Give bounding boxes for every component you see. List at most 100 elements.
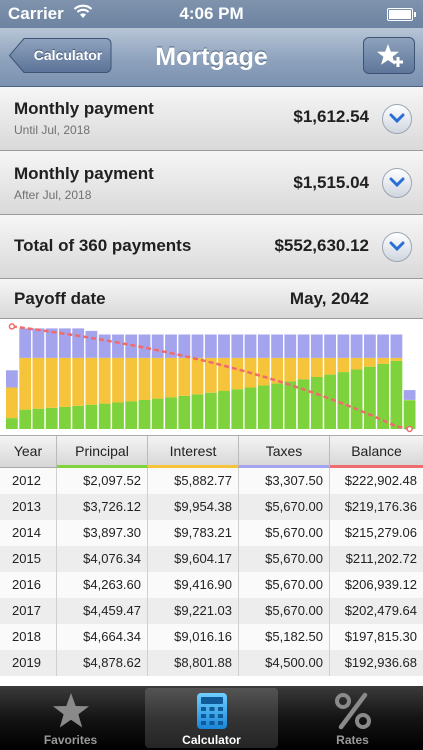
bar-principal-2037 <box>337 372 350 429</box>
tab-bar: Favorites Calculator Rates <box>0 686 423 750</box>
expand-button[interactable] <box>382 104 412 134</box>
table-row[interactable]: 2013 $3,726.12 $9,954.38 $5,670.00 $219,176.… <box>0 494 423 520</box>
cell-interest: $9,604.17 <box>148 546 239 572</box>
bar-principal-2035 <box>310 377 323 429</box>
tab-rates[interactable]: Rates <box>282 686 423 750</box>
back-button[interactable]: Calculator <box>8 37 112 74</box>
bar-taxes-2031 <box>257 334 270 358</box>
bar-interest-2020 <box>112 357 124 403</box>
status-bar: Carrier 4:06 PM <box>0 0 423 28</box>
table-header: Year Principal Interest Taxes Balance <box>0 435 423 468</box>
column-header-year: Year <box>0 436 57 467</box>
cell-year: 2015 <box>0 546 57 572</box>
tab-label: Rates <box>336 733 369 747</box>
bar-principal-2024 <box>165 397 177 429</box>
bar-taxes-2012 <box>6 370 18 388</box>
cell-year: 2014 <box>0 520 57 546</box>
bar-taxes-2024 <box>165 334 177 358</box>
bar-taxes-2038 <box>350 334 363 358</box>
cell-interest: $8,801.88 <box>148 650 239 676</box>
cell-taxes: $5,670.00 <box>239 494 330 520</box>
back-button-label: Calculator <box>33 47 103 63</box>
chevron-down-icon <box>389 177 405 188</box>
cell-balance: $206,939.12 <box>344 577 417 592</box>
bar-principal-2012 <box>6 418 18 429</box>
bar-taxes-2013 <box>19 328 32 358</box>
bar-principal-2014 <box>32 408 45 429</box>
row-title: Payoff date <box>14 289 106 308</box>
bar-taxes-2025 <box>178 334 191 358</box>
bar-interest-2023 <box>151 357 164 399</box>
bar-taxes-2030 <box>244 334 257 358</box>
monthly-payment-after-row[interactable]: Monthly payment After Jul, 2018 $1,515.0… <box>0 151 423 215</box>
row-title: Monthly payment <box>14 164 154 183</box>
bar-principal-2028 <box>218 391 230 429</box>
row-title: Total of 360 payments <box>14 236 192 255</box>
payoff-date-row: Payoff date May, 2042 <box>0 279 423 319</box>
bar-interest-2024 <box>165 357 177 398</box>
expand-button[interactable] <box>382 232 412 262</box>
row-value: $1,612.54 <box>293 107 369 126</box>
cell-interest: $5,882.77 <box>148 468 239 494</box>
balance-point <box>406 425 413 433</box>
balance-line <box>11 325 410 431</box>
bar-interest-2032 <box>271 357 283 384</box>
bar-principal-2027 <box>204 392 217 429</box>
bar-interest-2029 <box>231 357 244 390</box>
balance-point <box>8 323 16 330</box>
total-payments-row[interactable]: Total of 360 payments $552,630.12 <box>0 215 423 279</box>
cell-balance: $222,902.48 <box>344 473 417 488</box>
bar-interest-2037 <box>337 357 350 373</box>
chevron-down-icon <box>389 241 405 252</box>
tab-favorites[interactable]: Favorites <box>0 686 141 750</box>
add-favorite-button[interactable] <box>363 37 415 74</box>
bar-principal-2025 <box>178 395 191 429</box>
bar-principal-2021 <box>125 401 138 429</box>
cell-interest: $9,016.16 <box>148 624 239 650</box>
bar-taxes-2029 <box>231 334 244 358</box>
table-row[interactable]: 2019 $4,878.62 $8,801.88 $4,500.00 $192,936.… <box>0 650 423 676</box>
bar-interest-2028 <box>218 357 230 391</box>
bar-principal-2034 <box>297 379 310 429</box>
bar-taxes-2027 <box>204 334 217 358</box>
star-icon <box>52 693 89 728</box>
cell-year: 2018 <box>0 624 57 650</box>
bar-principal-2023 <box>151 398 164 429</box>
table-row[interactable]: 2016 $4,263.60 $9,416.90 $5,670.00 $206,939.… <box>0 572 423 598</box>
bar-interest-2026 <box>191 357 204 395</box>
cell-principal: $4,878.62 <box>57 650 148 676</box>
cell-principal: $3,726.12 <box>57 494 148 520</box>
bar-principal-2031 <box>257 385 270 429</box>
expand-button[interactable] <box>382 168 412 198</box>
monthly-payment-until-row[interactable]: Monthly payment Until Jul, 2018 $1,612.5… <box>0 87 423 151</box>
tab-calculator[interactable]: Calculator <box>141 686 282 750</box>
table-row[interactable]: 2017 $4,459.47 $9,221.03 $5,670.00 $202,479.… <box>0 598 423 624</box>
bar-principal-2018 <box>85 404 98 429</box>
table-row[interactable]: 2014 $3,897.30 $9,783.21 $5,670.00 $215,279.… <box>0 520 423 546</box>
row-subtitle: Until Jul, 2018 <box>14 123 91 137</box>
carrier-label: Carrier <box>8 4 64 23</box>
bar-principal-2032 <box>271 383 283 429</box>
cell-principal: $4,664.34 <box>57 624 148 650</box>
row-value: May, 2042 <box>289 289 369 308</box>
bar-taxes-2014 <box>32 328 45 358</box>
chevron-down-icon <box>389 113 405 124</box>
bar-principal-2029 <box>231 389 244 429</box>
column-header-interest: Interest <box>148 436 239 468</box>
cell-taxes: $5,670.00 <box>239 546 330 572</box>
row-title: Monthly payment <box>14 99 154 118</box>
row-subtitle: After Jul, 2018 <box>14 188 92 202</box>
table-row[interactable]: 2018 $4,664.34 $9,016.16 $5,182.50 $197,815.… <box>0 624 423 650</box>
bar-taxes-2018 <box>85 330 98 358</box>
bar-interest-2036 <box>324 357 336 375</box>
page-title: Mortgage <box>155 43 268 71</box>
bar-interest-2013 <box>19 357 32 410</box>
table-row[interactable]: 2012 $2,097.52 $5,882.77 $3,307.50 $222,902.… <box>0 468 423 494</box>
amortization-table[interactable]: 2012 $2,097.52 $5,882.77 $3,307.50 $222,902.… <box>0 468 423 676</box>
bar-taxes-2022 <box>138 334 151 358</box>
bar-principal-2015 <box>45 407 58 429</box>
table-row[interactable]: 2015 $4,076.34 $9,604.17 $5,670.00 $211,202.… <box>0 546 423 572</box>
column-header-principal: Principal <box>57 436 148 468</box>
star-plus-icon <box>377 44 403 67</box>
cell-interest: $9,416.90 <box>148 572 239 598</box>
